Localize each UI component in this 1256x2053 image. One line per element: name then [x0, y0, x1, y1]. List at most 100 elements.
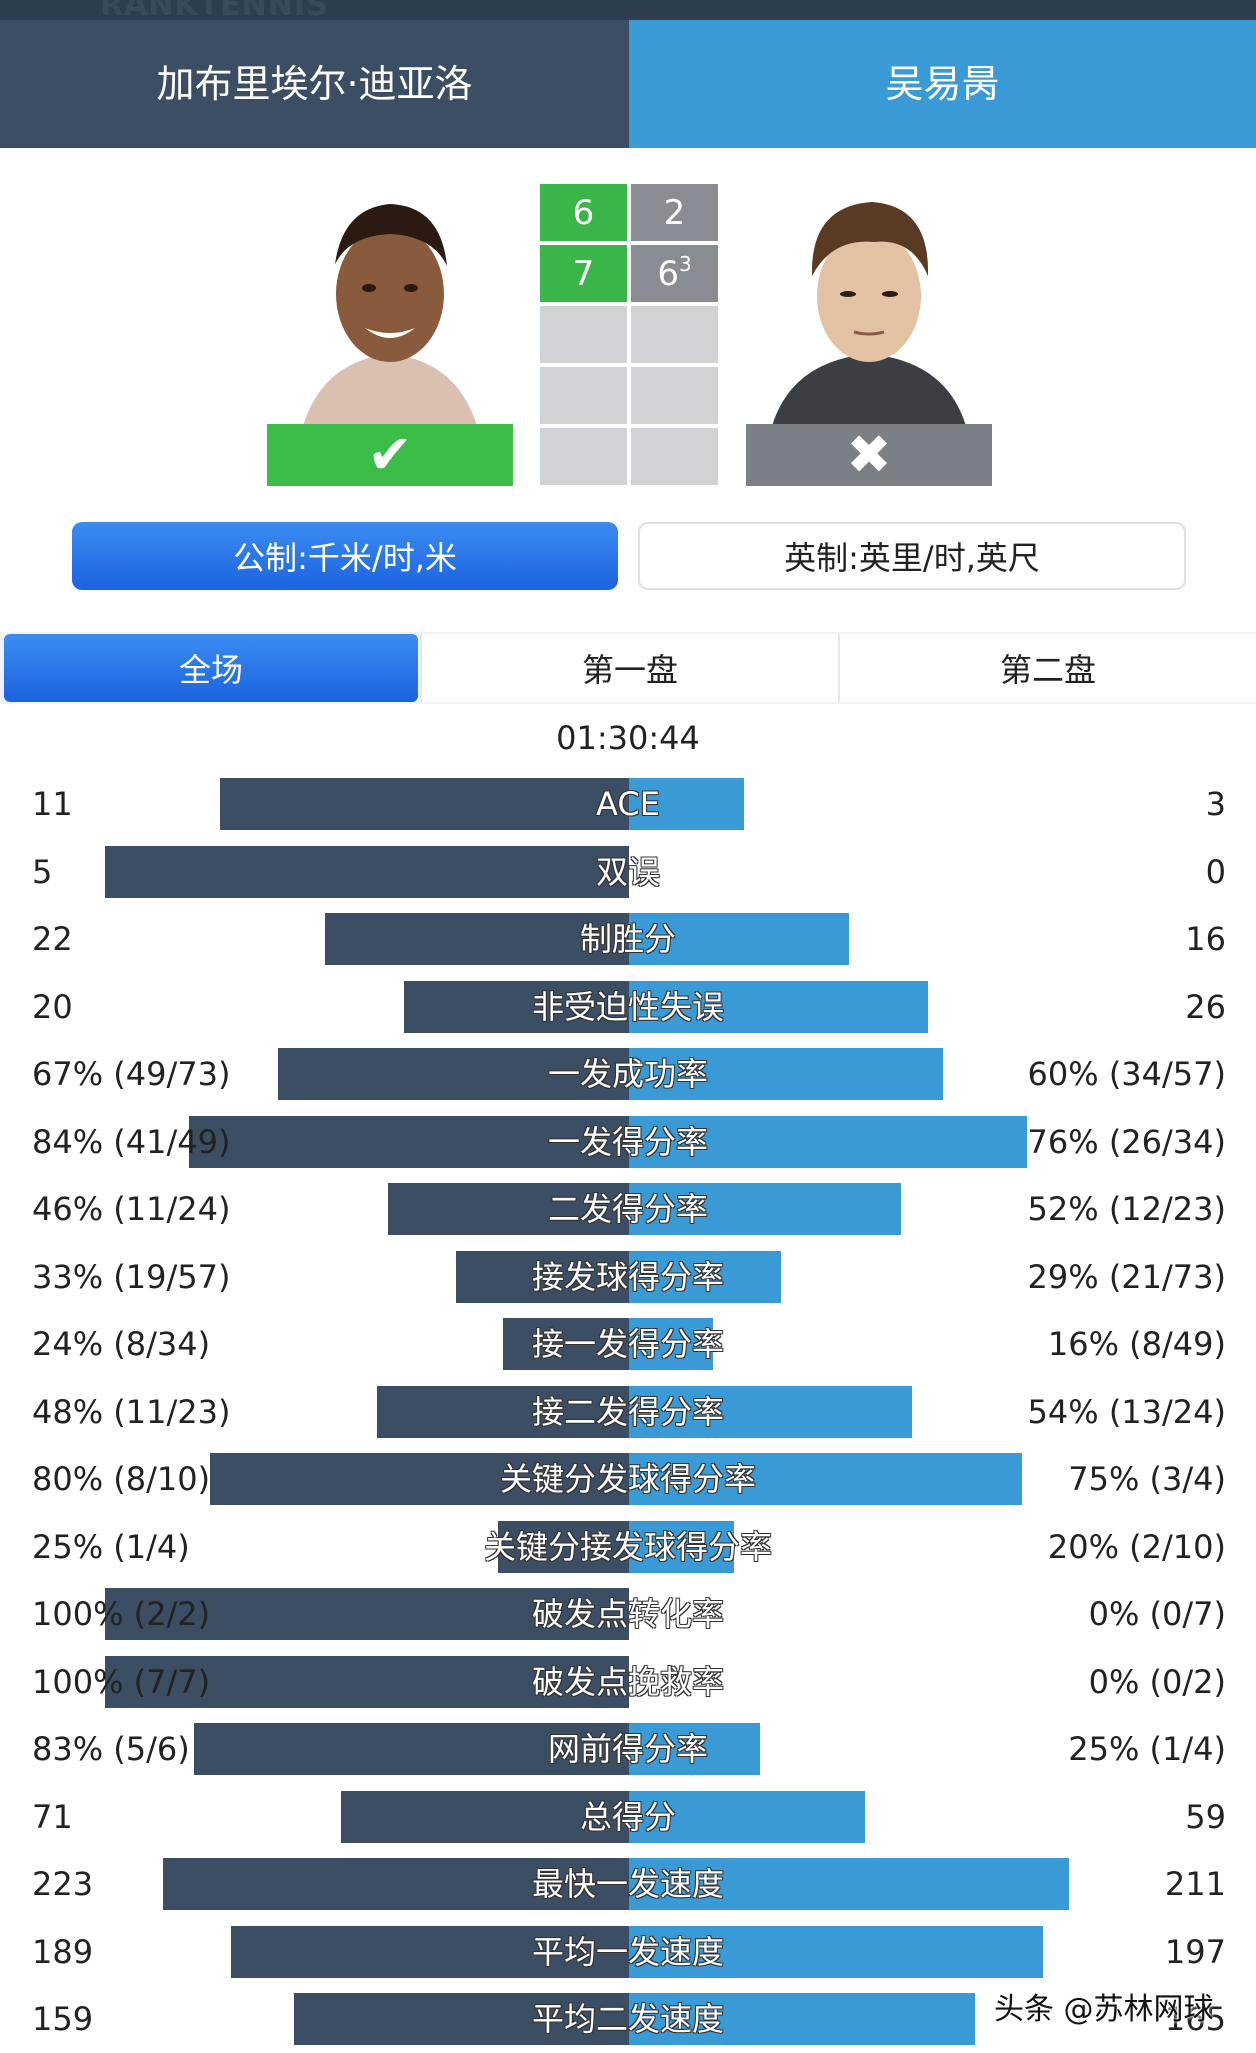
- set3-left-empty: [540, 306, 627, 363]
- set2-right-games: 6: [657, 253, 679, 294]
- right-player-name: 吴易昺: [885, 62, 1000, 106]
- left-stat-value: 159: [32, 2000, 94, 2038]
- stat-label: 网前得分率: [547, 1730, 708, 1768]
- stat-label: 破发点转化率: [531, 1595, 724, 1633]
- left-player-bar: [294, 1993, 629, 2045]
- left-player-header[interactable]: 加布里埃尔·迪亚洛: [0, 20, 629, 148]
- left-player-bar: [105, 845, 629, 898]
- set4-left-empty: [540, 367, 627, 424]
- left-player-photo: [283, 186, 497, 426]
- set-tabs: 全场 第一盘 第二盘: [0, 632, 1256, 704]
- stat-row: 84% (41/49) 一发得分率 76% (26/34): [0, 1115, 1256, 1168]
- stat-row: 5 双误 0: [0, 845, 1256, 898]
- stat-row: 223 最快一发速度 211: [0, 1858, 1256, 1910]
- tab-set-2[interactable]: 第二盘: [838, 634, 1256, 702]
- tab-set-1[interactable]: 第一盘: [420, 634, 838, 702]
- right-player-bar: [629, 1925, 1043, 1978]
- stat-label: 一发成功率: [547, 1055, 708, 1093]
- close-icon: ✖: [846, 423, 892, 486]
- stat-label: 双误: [595, 852, 660, 891]
- set2-left-score: 7: [540, 245, 627, 302]
- right-player-bar: [629, 1385, 912, 1438]
- tab-full-match[interactable]: 全场: [4, 634, 418, 702]
- left-player-bar: [325, 913, 629, 965]
- stat-row: 100% (7/7) 破发点挽救率 0% (0/2): [0, 1655, 1256, 1708]
- right-player-bar: [629, 1723, 760, 1775]
- left-player-bar: [503, 1318, 629, 1370]
- right-stat-value: 197: [1164, 1932, 1226, 1971]
- right-stat-value: 20% (2/10): [1047, 1527, 1226, 1566]
- right-player-bar: [629, 1993, 975, 2045]
- right-stat-value: 54% (13/24): [1027, 1392, 1226, 1431]
- stat-row: 24% (8/34) 接一发得分率 16% (8/49): [0, 1318, 1256, 1370]
- left-stat-value: 24% (8/34): [32, 1325, 211, 1363]
- right-player-bar: [629, 1183, 901, 1235]
- right-player-header[interactable]: 吴易昺: [629, 20, 1256, 148]
- stat-label: 关键分接发球得分率: [483, 1527, 772, 1566]
- right-stat-value: 76% (26/34): [1027, 1122, 1226, 1161]
- stat-row: 48% (11/23) 接二发得分率 54% (13/24): [0, 1385, 1256, 1438]
- check-icon: ✔: [367, 423, 413, 486]
- stat-row: 22 制胜分 16: [0, 913, 1256, 965]
- right-stat-value: 165: [1164, 2000, 1226, 2038]
- right-player-bar: [629, 1115, 1027, 1168]
- left-stat-value: 100% (2/2): [32, 1595, 211, 1633]
- left-player-bar: [163, 1858, 629, 1910]
- right-stat-value: 26: [1185, 987, 1226, 1026]
- right-stat-value: 59: [1185, 1797, 1226, 1836]
- stat-row: 83% (5/6) 网前得分率 25% (1/4): [0, 1723, 1256, 1775]
- stat-label: 接发球得分率: [531, 1257, 724, 1296]
- left-stat-value: 223: [32, 1865, 94, 1903]
- left-player-bar: [456, 1250, 629, 1303]
- right-player-bar: [629, 980, 928, 1033]
- stat-label: 非受迫性失误: [531, 987, 724, 1026]
- left-stat-value: 67% (49/73): [32, 1055, 231, 1093]
- imperial-units-button[interactable]: 英制:英里/时,英尺: [638, 522, 1186, 590]
- left-player-bar: [210, 1453, 629, 1505]
- right-player-bar: [629, 1453, 1022, 1505]
- right-player-photo: [762, 186, 976, 426]
- right-stat-value: 25% (1/4): [1068, 1730, 1226, 1768]
- right-stat-value: 52% (12/23): [1027, 1190, 1226, 1228]
- left-player-winner-badge: ✔: [267, 424, 513, 486]
- stat-row: 46% (11/24) 二发得分率 52% (12/23): [0, 1183, 1256, 1235]
- right-player-loser-badge: ✖: [746, 424, 992, 486]
- match-duration: 01:30:44: [556, 719, 700, 757]
- stat-label: 接一发得分率: [531, 1325, 724, 1363]
- set1-right-score: 2: [631, 184, 718, 241]
- set5-left-empty: [540, 428, 627, 485]
- right-player-bar: [629, 1520, 734, 1573]
- right-stat-value: 29% (21/73): [1027, 1257, 1226, 1296]
- left-player-bar: [341, 1790, 629, 1843]
- right-stat-value: 60% (34/57): [1027, 1055, 1226, 1093]
- right-player-bar: [629, 1318, 713, 1370]
- watermark: 头条 @苏林网球: [994, 1992, 1214, 2027]
- right-player-bar: [629, 1048, 943, 1100]
- right-player-bar: [629, 913, 849, 965]
- player-header: 加布里埃尔·迪亚洛 吴易昺: [0, 20, 1256, 148]
- stat-row: 20 非受迫性失误 26: [0, 980, 1256, 1033]
- right-player-bar: [629, 778, 744, 830]
- left-stat-value: 5: [32, 852, 53, 891]
- left-stat-value: 25% (1/4): [32, 1527, 190, 1566]
- left-player-bar: [220, 778, 629, 830]
- right-player-bar: [629, 1250, 781, 1303]
- right-stat-value: 211: [1164, 1865, 1226, 1903]
- stat-label: 接二发得分率: [531, 1392, 724, 1431]
- stat-label: 二发得分率: [547, 1190, 708, 1228]
- right-stat-value: 3: [1205, 785, 1226, 823]
- left-player-bar: [194, 1723, 629, 1775]
- left-stat-value: 71: [32, 1797, 73, 1836]
- stat-row: 25% (1/4) 关键分接发球得分率 20% (2/10): [0, 1520, 1256, 1573]
- set4-right-empty: [631, 367, 718, 424]
- left-player-bar: [189, 1115, 629, 1168]
- left-player-name: 加布里埃尔·迪亚洛: [156, 62, 473, 106]
- right-stat-value: 16: [1185, 920, 1226, 958]
- left-player-bar: [377, 1385, 629, 1438]
- left-stat-value: 46% (11/24): [32, 1190, 231, 1228]
- left-stat-value: 84% (41/49): [32, 1122, 231, 1161]
- stat-label: 平均一发速度: [531, 1932, 724, 1971]
- stat-row: 33% (19/57) 接发球得分率 29% (21/73): [0, 1250, 1256, 1303]
- metric-units-button[interactable]: 公制:千米/时,米: [72, 522, 618, 590]
- left-player-bar: [278, 1048, 629, 1100]
